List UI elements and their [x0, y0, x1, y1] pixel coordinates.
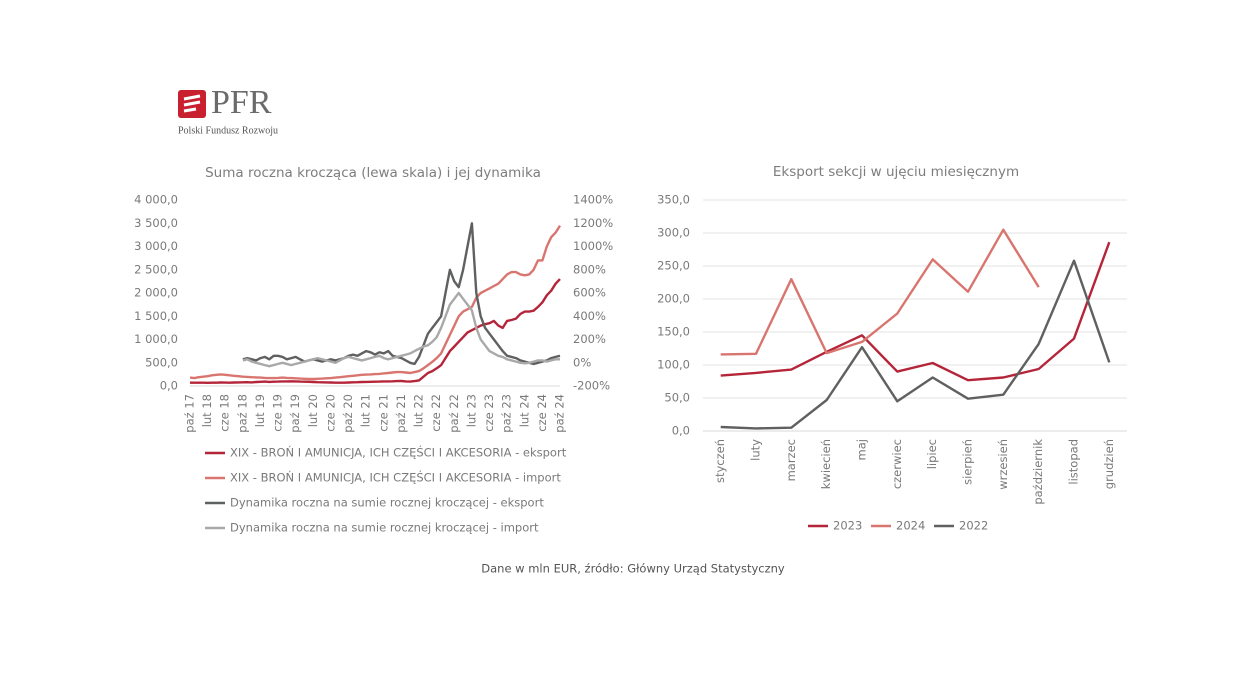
series-line: [720, 228, 1040, 356]
chart: Suma roczna krocząca (lewa skala) i jej …: [134, 165, 613, 535]
legend-label: XIX - BROŃ I AMUNICJA, ICH CZĘŚCI I AKCE…: [230, 445, 567, 460]
y-tick-label: 2 000,0: [134, 286, 178, 300]
x-tick-label: marzec: [784, 439, 798, 481]
x-tick-label: listopad: [1067, 439, 1081, 485]
x-tick-label: paź 21: [394, 394, 408, 433]
y2-tick-label: 600%: [573, 286, 606, 300]
legend-label: Dynamika roczna na sumie rocznej krocząc…: [230, 496, 544, 510]
x-tick-label: paź 20: [341, 394, 355, 433]
x-tick-label: cze 19: [271, 394, 285, 432]
y2-tick-label: -200%: [573, 379, 610, 393]
x-tick-label: luty: [749, 439, 763, 461]
y-tick-label: 3 500,0: [134, 216, 178, 230]
source-note: Dane w mln EUR, źródło: Główny Urząd Sta…: [481, 562, 785, 576]
y-tick-label: 2 500,0: [134, 262, 178, 276]
x-tick-label: cze 21: [376, 394, 390, 432]
y2-tick-label: 0%: [573, 355, 591, 369]
chart-title: Suma roczna krocząca (lewa skala) i jej …: [205, 165, 541, 181]
x-tick-label: paź 17: [183, 394, 197, 433]
x-tick-label: paź 23: [500, 394, 514, 433]
y-tick-label: 150,0: [657, 325, 690, 339]
x-tick-label: cze 18: [218, 394, 232, 432]
series-line: [242, 291, 560, 368]
logo-subtitle: Polski Fundusz Rozwoju: [178, 125, 278, 136]
x-tick-label: styczeń: [713, 439, 727, 483]
x-tick-label: cze 20: [323, 394, 337, 432]
chart-title: Eksport sekcji w ujęciu miesięcznym: [773, 164, 1019, 180]
x-tick-label: lut 20: [306, 394, 320, 427]
x-tick-label: paź 22: [447, 394, 461, 433]
x-tick-label: lipiec: [925, 439, 939, 469]
x-tick-label: sierpień: [961, 439, 975, 485]
series-line: [242, 222, 561, 366]
y-tick-label: 300,0: [657, 226, 690, 240]
y-tick-label: 500,0: [145, 355, 178, 369]
y-tick-label: 100,0: [657, 358, 690, 372]
legend-label: 2022: [959, 519, 988, 533]
x-tick-label: paź 19: [288, 394, 302, 433]
x-tick-label: wrzesień: [996, 439, 1010, 490]
series-line: [720, 259, 1111, 430]
series-line: [720, 241, 1111, 382]
x-tick-label: paź 24: [553, 394, 567, 433]
x-tick-label: cze 24: [535, 394, 549, 432]
x-tick-label: październik: [1031, 439, 1045, 505]
x-tick-label: cze 23: [482, 394, 496, 432]
x-tick-label: kwiecień: [819, 439, 833, 489]
y-tick-label: 4 000,0: [134, 193, 178, 207]
y-tick-label: 350,0: [657, 193, 690, 207]
x-tick-label: cze 22: [429, 394, 443, 432]
x-tick-label: lut 24: [517, 394, 531, 427]
y-tick-label: 250,0: [657, 259, 690, 273]
series-line: [190, 278, 561, 384]
y-tick-label: 0,0: [160, 379, 178, 393]
x-tick-label: czerwiec: [890, 439, 904, 489]
x-tick-label: lut 22: [412, 394, 426, 427]
y-tick-label: 200,0: [657, 292, 690, 306]
y2-tick-label: 1200%: [573, 216, 613, 230]
x-tick-label: maj: [855, 439, 869, 460]
y2-tick-label: 200%: [573, 332, 606, 346]
x-tick-label: paź 18: [235, 394, 249, 433]
chart: Eksport sekcji w ujęciu miesięcznym 0,0 50…: [657, 164, 1127, 533]
y-tick-label: 1 500,0: [134, 309, 178, 323]
y2-tick-label: 1000%: [573, 239, 613, 253]
y2-tick-label: 400%: [573, 309, 606, 323]
x-tick-label: lut 23: [464, 394, 478, 427]
x-tick-label: lut 21: [359, 394, 373, 427]
legend-label: 2023: [833, 519, 862, 533]
x-tick-label: grudzień: [1102, 439, 1116, 489]
y-tick-label: 0,0: [672, 424, 690, 438]
y2-tick-label: 800%: [573, 262, 606, 276]
series-line: [189, 224, 562, 381]
legend-label: XIX - BROŃ I AMUNICJA, ICH CZĘŚCI I AKCE…: [230, 470, 561, 485]
logo-stripes: [183, 94, 201, 113]
legend-label: 2024: [896, 519, 925, 533]
logo: PFR Polski Fundusz Rozwoju: [178, 84, 278, 136]
x-tick-label: lut 18: [200, 394, 214, 427]
y-tick-label: 1 000,0: [134, 332, 178, 346]
y-tick-label: 50,0: [664, 391, 690, 405]
x-tick-label: lut 19: [253, 394, 267, 427]
y2-tick-label: 1400%: [573, 193, 613, 207]
y-tick-label: 3 000,0: [134, 239, 178, 253]
logo-name: PFR: [211, 84, 272, 121]
legend-label: Dynamika roczna na sumie rocznej krocząc…: [230, 521, 539, 535]
